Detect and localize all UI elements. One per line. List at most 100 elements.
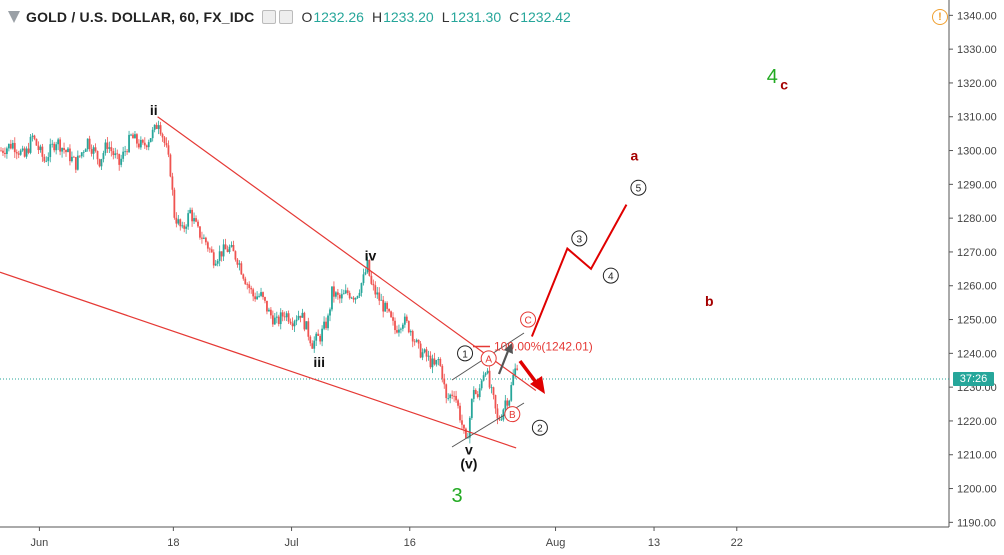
candle-body [380,299,383,301]
candle-body [301,312,304,318]
candle-body [47,157,50,161]
candle-body [445,384,448,399]
candle-body [411,331,414,342]
candle-body [470,398,473,418]
candle-body [108,147,111,149]
wave-label: 3 [452,485,463,507]
candle-body [41,146,44,157]
candle-body [67,148,69,153]
candle-body [478,388,481,398]
candle-body [490,387,493,389]
low-value: 1231.30 [450,9,502,25]
candle-body [378,292,381,301]
candle-body [305,321,308,330]
candle-body [394,320,396,331]
candle-body [19,150,22,155]
candle-body [96,150,99,160]
candle-body [138,143,140,148]
candle-body [120,158,123,165]
candle-body [476,394,479,398]
candle-body [230,245,233,247]
candle-body [366,259,369,273]
candle-body [492,387,495,396]
candle-body [289,321,292,324]
symbol-title[interactable]: GOLD / U.S. DOLLAR, 60, FX_IDC [26,9,255,25]
candle-body [269,309,272,316]
candle-body [250,287,253,290]
candle-body [49,144,52,158]
candle-body [37,145,40,151]
candle-body [171,176,174,190]
candle-body [43,156,46,162]
candle-body [386,302,389,309]
candle-body [65,150,67,153]
candle-body [512,375,515,386]
candle-body [100,159,103,167]
candle-body [321,328,324,342]
circled-wave-label: B [509,410,516,421]
close-value: 1232.42 [520,9,571,25]
candle-body [502,409,505,420]
candle-body [472,389,475,399]
candle-body [262,292,264,298]
circled-wave-marker [480,350,497,367]
y-tick-label: 1200.00 [957,484,997,496]
candle-body [437,359,440,361]
candle-body [130,134,132,136]
candle-body [354,298,357,300]
circled-wave-label: C [524,316,531,327]
wave-label: iii [313,354,325,370]
candle-body [248,284,251,288]
candle-body [167,145,170,155]
candle-body [400,328,402,330]
candle-body [228,246,231,252]
candle-body [214,263,217,266]
collapse-arrow-icon[interactable] [8,11,20,23]
candle-body [92,147,95,154]
wave-label: v [465,442,473,458]
candle-body [216,260,219,264]
candle-body [187,213,190,227]
circled-wave-label: 1 [462,349,468,360]
candle-body [356,296,359,299]
candle-body [374,285,377,295]
candle-body [370,275,373,284]
candle-body [112,151,115,156]
candle-body [252,289,255,297]
candle-body [195,218,197,222]
candle-body [358,292,361,297]
candle-body [210,249,213,253]
candle-body [447,398,450,399]
candle-body [189,209,192,214]
candle-body [157,125,160,129]
candle-body [264,297,266,301]
candle-body [80,152,83,157]
y-tick-label: 1330.00 [957,44,997,56]
settings-icon[interactable] [262,10,277,24]
candle-body [340,294,343,299]
y-tick-label: 1260.00 [957,281,997,293]
candle-body [266,300,268,312]
candle-body [403,316,406,325]
candle-body [234,251,237,260]
candle-body [368,259,371,276]
candle-body [21,148,24,151]
candle-body [336,292,339,295]
candle-body [39,146,42,151]
candle-body [193,218,195,222]
candle-body [199,226,201,238]
candle-body [53,143,56,151]
candle-body [181,225,184,227]
candle-body [323,321,325,329]
gear-icon[interactable] [279,10,294,24]
wave-label: (v) [460,455,477,471]
alert-icon[interactable]: ! [932,9,948,25]
candle-body [317,333,320,336]
wave-label: 4 [767,66,778,88]
candle-body [17,153,20,155]
candle-body [6,148,8,154]
close-label: C [509,9,520,25]
candle-body [224,244,227,250]
